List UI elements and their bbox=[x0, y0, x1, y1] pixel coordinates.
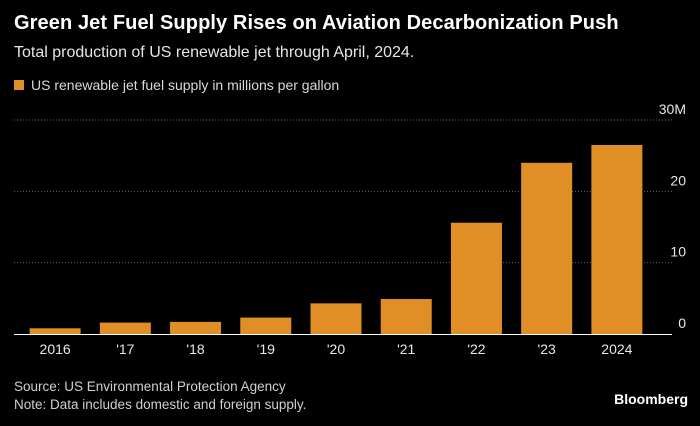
bar bbox=[591, 144, 643, 334]
bar bbox=[240, 317, 292, 334]
legend-label: US renewable jet fuel supply in millions… bbox=[31, 77, 340, 93]
chart-subtitle: Total production of US renewable jet thr… bbox=[14, 44, 415, 61]
y-tick-label: 10 bbox=[670, 244, 686, 260]
y-tick-label: 20 bbox=[670, 172, 686, 188]
y-tick-label: 0 bbox=[678, 315, 686, 331]
legend-swatch bbox=[14, 80, 24, 90]
chart-title: Green Jet Fuel Supply Rises on Aviation … bbox=[14, 12, 619, 34]
source-note: Source: US Environmental Protection Agen… bbox=[14, 379, 286, 394]
bar bbox=[310, 303, 362, 334]
x-tick-label: '17 bbox=[116, 341, 134, 357]
x-tick-label: '23 bbox=[538, 341, 556, 357]
bar bbox=[99, 322, 151, 334]
bar bbox=[380, 299, 432, 334]
x-tick-label: 2024 bbox=[601, 341, 632, 357]
x-tick-label: '21 bbox=[397, 341, 415, 357]
x-tick-label: 2016 bbox=[40, 341, 71, 357]
x-tick-label: '22 bbox=[467, 341, 485, 357]
x-tick-label: '18 bbox=[186, 341, 204, 357]
x-tick-label: '20 bbox=[327, 341, 345, 357]
data-note: Note: Data includes domestic and foreign… bbox=[14, 397, 307, 412]
bloomberg-logo: Bloomberg bbox=[614, 391, 688, 407]
chart-footer: Source: US Environmental Protection Agen… bbox=[14, 378, 306, 414]
x-tick-label: '19 bbox=[257, 341, 275, 357]
bar bbox=[521, 162, 573, 334]
bar bbox=[29, 328, 81, 334]
bar bbox=[450, 222, 502, 334]
y-tick-label: 30M bbox=[659, 101, 686, 117]
bar bbox=[170, 321, 222, 334]
legend: US renewable jet fuel supply in millions… bbox=[14, 77, 339, 93]
